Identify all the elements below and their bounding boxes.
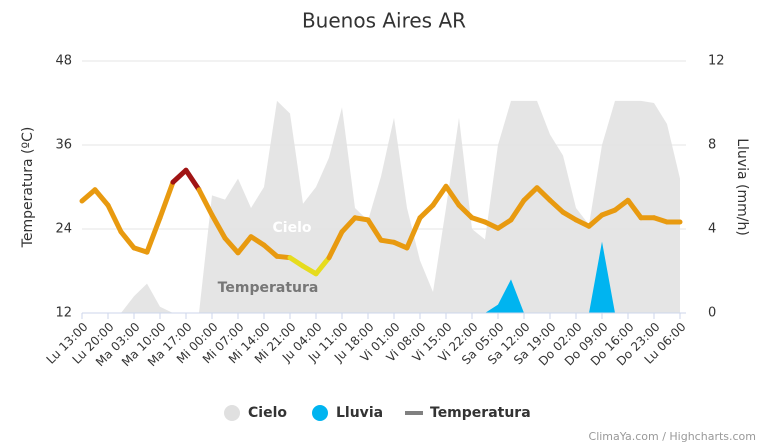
line-segment [365,217,384,243]
line-segment [235,234,254,256]
line-segment [261,242,280,259]
line-segment [79,187,98,204]
annotation: Cielo [273,220,312,236]
line-segment [521,185,540,203]
line-segment [196,187,215,218]
line-segment [248,234,267,248]
legend-symbol [224,405,240,421]
line-segment [625,197,644,221]
legend-label: Lluvia [336,405,383,421]
line-segment [326,229,345,261]
line-segment [170,167,189,185]
line-segment [183,167,202,193]
line-segment [495,217,514,231]
line-segment [508,197,527,223]
line-segment [586,212,605,229]
y-tick-label: 24 [55,222,72,237]
legend-symbol [312,405,328,421]
plot-area [79,100,683,314]
line-segment [534,185,553,203]
legend-symbol [405,411,423,415]
line-segment [300,263,319,277]
credits[interactable]: ClimaYa.com / Highcharts.com [589,430,756,443]
line-segment [222,235,241,256]
line-segment [560,209,579,223]
line-segment [612,197,631,213]
line-segment [456,202,475,221]
line-segment [339,215,358,235]
area-0 [82,100,680,314]
y2-tick-label: 12 [708,54,725,69]
y-tick-label: 48 [55,54,72,69]
y2-axis-title: Lluvia (mm/h) [734,138,750,236]
line-segment [144,215,163,255]
line-segment [287,255,306,269]
line-segment [209,212,228,241]
line-segment [313,255,332,277]
line-segment [417,202,436,221]
y-tick-label: 12 [55,306,72,321]
annotation: Temperatura [218,280,319,296]
line-segment [404,215,423,251]
line-segment [443,183,462,208]
line-segment [157,179,176,221]
y-axis-title: Temperatura (ºC) [20,127,36,249]
chart-title: Buenos Aires AR [302,9,466,33]
line-segment [105,202,124,235]
y2-tick-label: 0 [708,306,716,321]
line-segment [92,187,111,208]
legend-item[interactable]: Cielo [224,405,287,421]
line-segment [430,183,449,208]
y2-tick-label: 4 [708,222,716,237]
legend-label: Temperatura [430,405,531,421]
line-segment [118,229,137,251]
y-tick-label: 36 [55,138,72,153]
legend-item[interactable]: Lluvia [312,405,383,421]
line-segment [547,197,566,215]
y2-tick-label: 8 [708,138,716,153]
legend-label: Cielo [248,405,287,421]
legend-item[interactable]: Temperatura [405,405,531,421]
